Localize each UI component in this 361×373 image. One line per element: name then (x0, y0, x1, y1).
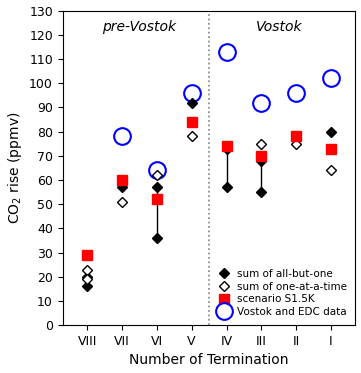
Legend: sum of all-but-one, sum of one-at-a-time, scenario S1.5K, Vostok and EDC data: sum of all-but-one, sum of one-at-a-time… (210, 266, 350, 320)
Text: pre-Vostok: pre-Vostok (103, 20, 177, 34)
X-axis label: Number of Termination: Number of Termination (129, 354, 289, 367)
Y-axis label: CO$_2$ rise (ppmv): CO$_2$ rise (ppmv) (5, 112, 23, 224)
Text: Vostok: Vostok (256, 20, 302, 34)
